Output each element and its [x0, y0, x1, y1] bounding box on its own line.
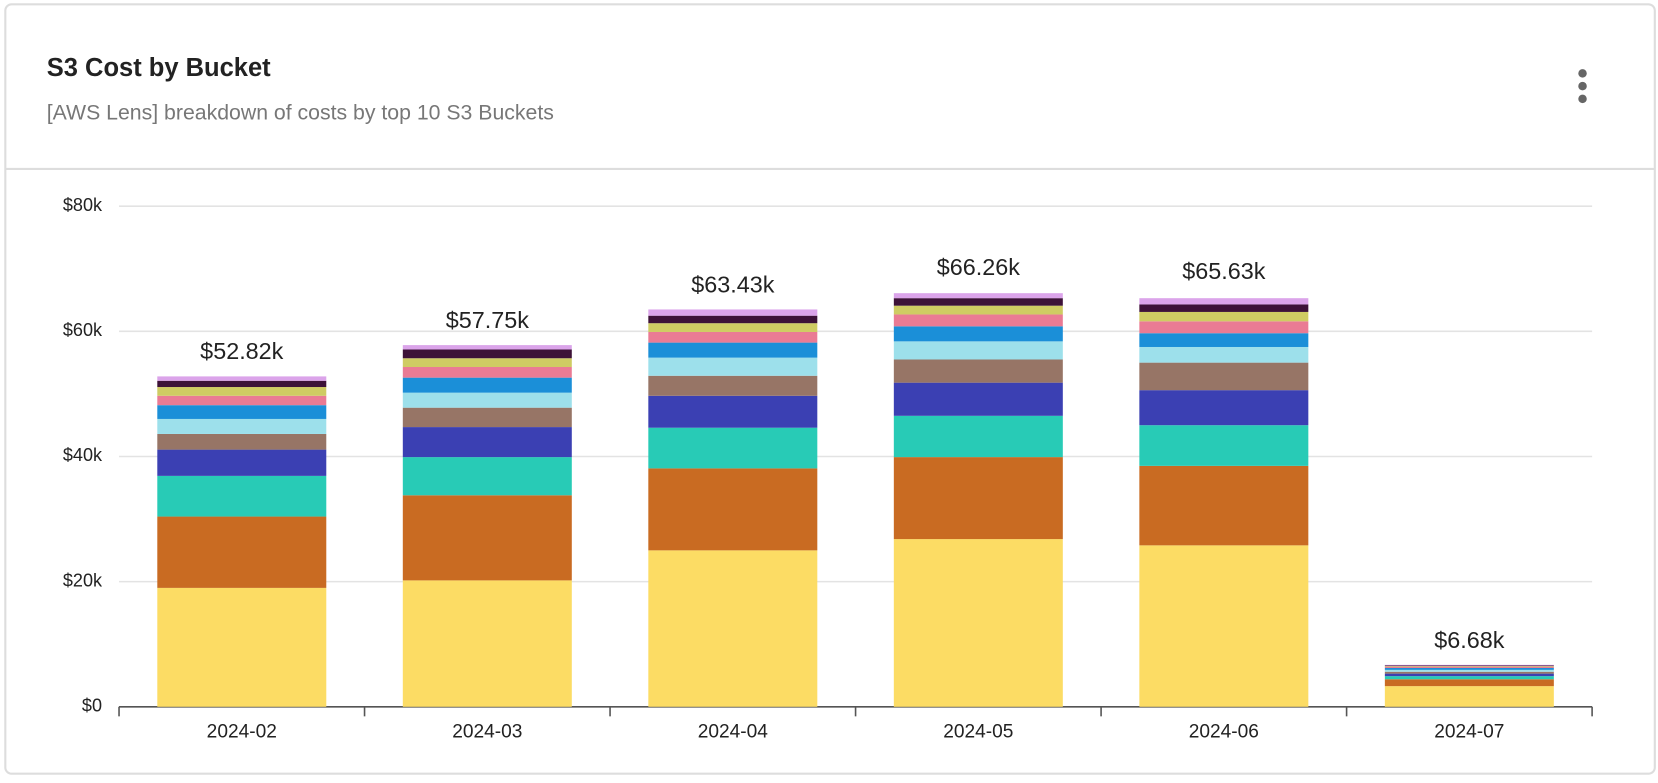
bar-segment: [893, 457, 1063, 540]
bar-segment: [1384, 667, 1554, 670]
bar-segment: [402, 580, 572, 707]
bar-segment: [157, 380, 327, 388]
x-tick-label: 2024-05: [943, 721, 1013, 742]
bar-segment: [402, 457, 572, 496]
bar-segment: [402, 367, 572, 378]
bar-segment: [157, 449, 327, 476]
bar-segment: [648, 427, 818, 469]
bar-segment: [402, 427, 572, 458]
bar-segment: [1384, 676, 1554, 680]
menu-dot[interactable]: [1578, 69, 1587, 78]
bar-segment: [648, 357, 818, 376]
bar-segment: [157, 516, 327, 588]
y-tick-label: $80k: [63, 195, 103, 215]
bar-segment: [648, 323, 818, 332]
bar-segment: [157, 418, 327, 434]
bar-segment: [402, 495, 572, 581]
menu-dot[interactable]: [1578, 94, 1587, 104]
bar-segment: [893, 298, 1063, 306]
bar-segment: [648, 550, 818, 707]
bar-segment: [893, 415, 1063, 458]
bar-segment: [1384, 666, 1554, 668]
bar-segment: [648, 315, 818, 324]
total-label: $66.26k: [937, 254, 1020, 280]
bar-segment: [157, 587, 327, 707]
bar-segment: [1139, 545, 1309, 707]
bar-segment: [893, 382, 1063, 416]
y-tick-label: $20k: [63, 570, 103, 590]
x-tick-label: 2024-03: [452, 721, 522, 742]
y-tick-label: $0: [82, 696, 102, 716]
bar-segment: [402, 358, 572, 368]
total-label: $63.43k: [691, 272, 774, 298]
bar-segment: [1139, 321, 1309, 334]
bar-segment: [648, 395, 818, 428]
total-label: $52.82k: [200, 338, 283, 364]
bar-segment: [893, 326, 1063, 342]
bar-segment: [648, 309, 818, 316]
bar-segment: [648, 342, 818, 358]
bar-segment: [157, 395, 327, 406]
y-tick-label: $40k: [63, 445, 103, 465]
bar-segment: [893, 314, 1063, 327]
bar-segment: [1139, 333, 1309, 347]
bar-segment: [1139, 362, 1309, 391]
bar-segment: [157, 433, 327, 450]
bar-segment: [1384, 671, 1554, 674]
bar-segment: [1139, 346, 1309, 363]
bar-segment: [1139, 465, 1309, 546]
bar-segment: [648, 331, 818, 343]
bar-segment: [402, 345, 572, 350]
bar-segment: [893, 305, 1063, 315]
bar-segment: [402, 349, 572, 359]
x-tick-label: 2024-07: [1434, 721, 1504, 742]
chart-title: S3 Cost by Bucket: [47, 54, 271, 82]
y-tick-label: $60k: [63, 320, 103, 340]
bar-segment: [157, 405, 327, 419]
bar-segment: [648, 375, 818, 396]
x-tick-label: 2024-06: [1189, 721, 1259, 742]
bar-segment: [1384, 664, 1554, 666]
bar-segment: [1384, 679, 1554, 687]
bar-segment: [1139, 298, 1309, 305]
bar-segment: [1139, 425, 1309, 466]
bar-segment: [402, 377, 572, 393]
bar-segment: [1384, 665, 1554, 667]
total-label: $65.63k: [1182, 258, 1265, 284]
bar-segment: [893, 539, 1063, 707]
bar-segment: [1139, 304, 1309, 312]
bar-segment: [157, 475, 327, 517]
bar-segment: [893, 293, 1063, 299]
bar-segment: [1384, 666, 1554, 667]
total-label: $57.75k: [446, 307, 529, 333]
bar-segment: [893, 341, 1063, 360]
bar-segment: [893, 359, 1063, 383]
bar-segment: [157, 387, 327, 396]
menu-button[interactable]: [1578, 69, 1587, 104]
bar-segment: [402, 407, 572, 428]
bar-segment: [1384, 669, 1554, 672]
bar-segment: [648, 468, 818, 551]
bar-segment: [157, 376, 327, 381]
bar-segment: [1384, 686, 1554, 707]
bar-segment: [1139, 390, 1309, 426]
bar-segment: [1384, 673, 1554, 677]
x-tick-label: 2024-04: [698, 721, 769, 742]
menu-dot[interactable]: [1578, 81, 1587, 91]
chart-subtitle: [AWS Lens] breakdown of costs by top 10 …: [47, 100, 554, 124]
bar-segment: [402, 392, 572, 408]
x-tick-label: 2024-02: [207, 721, 277, 742]
total-label: $6.68k: [1434, 627, 1504, 653]
bar-segment: [1139, 311, 1309, 322]
